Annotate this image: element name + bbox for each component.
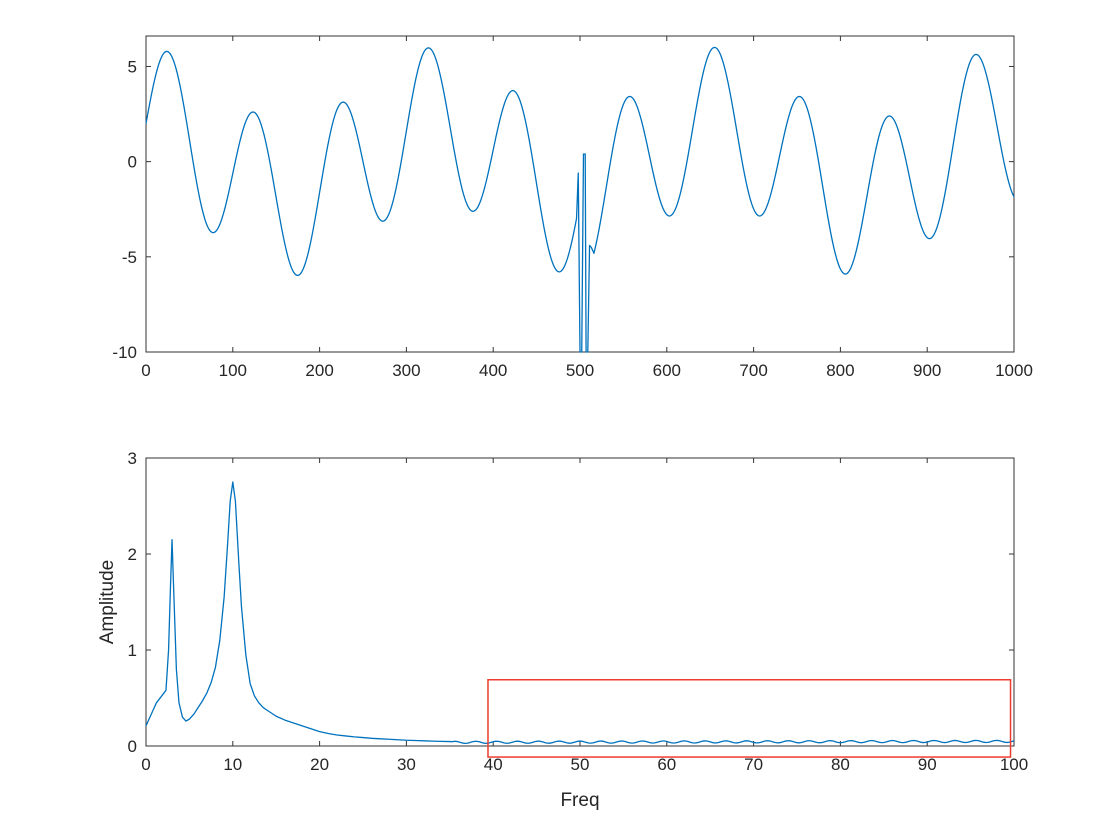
amplitude-axis-label: Amplitude (97, 560, 118, 645)
x-tick-label: 90 (918, 755, 937, 774)
x-tick-label: 50 (571, 755, 590, 774)
y-tick-label: 0 (128, 737, 137, 756)
x-tick-label: 100 (219, 361, 247, 380)
x-tick-label: 0 (141, 755, 150, 774)
x-tick-label: 400 (479, 361, 507, 380)
x-tick-label: 30 (397, 755, 416, 774)
zoom-annotation-rect (487, 679, 1012, 758)
x-tick-label: 1000 (995, 361, 1033, 380)
x-tick-label: 70 (744, 755, 763, 774)
y-tick-label: 0 (128, 153, 137, 172)
x-tick-label: 60 (657, 755, 676, 774)
freq-axis-label: Freq (560, 790, 599, 811)
y-tick-label: -10 (112, 343, 137, 362)
x-tick-label: 80 (831, 755, 850, 774)
spectrum-series-line (145, 481, 1015, 745)
x-tick-label: 700 (739, 361, 767, 380)
x-tick-label: 900 (913, 361, 941, 380)
y-tick-label: 2 (128, 545, 137, 564)
x-tick-label: 800 (826, 361, 854, 380)
x-tick-label: 10 (223, 755, 242, 774)
x-tick-label: 40 (484, 755, 503, 774)
plots-layer: 0 100 200 300 400 500 600 700 800 900 1000-10-5050… (112, 35, 1033, 774)
y-tick-label: -5 (122, 248, 137, 267)
x-tick-label: 500 (566, 361, 594, 380)
plot-box (145, 457, 1015, 747)
x-tick-label: 0 (141, 361, 150, 380)
x-tick-label: 100 (1000, 755, 1028, 774)
y-tick-label: 3 (128, 449, 137, 468)
y-tick-label: 5 (128, 57, 137, 76)
x-tick-label: 600 (653, 361, 681, 380)
x-tick-label: 300 (392, 361, 420, 380)
x-tick-label: 20 (310, 755, 329, 774)
y-tick-label: 1 (128, 641, 137, 660)
x-tick-label: 200 (305, 361, 333, 380)
signal-series-line (145, 46, 1015, 353)
